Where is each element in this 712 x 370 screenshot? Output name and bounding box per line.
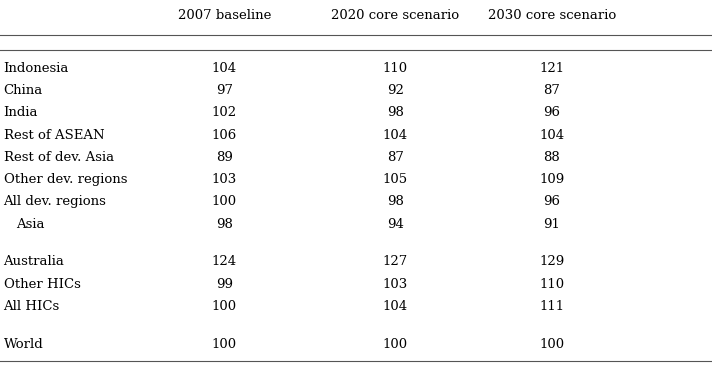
Text: Asia: Asia (16, 218, 44, 231)
Text: 129: 129 (539, 255, 565, 268)
Text: 124: 124 (211, 255, 237, 268)
Text: All HICs: All HICs (4, 300, 60, 313)
Text: 100: 100 (211, 300, 237, 313)
Text: 103: 103 (211, 173, 237, 186)
Text: 100: 100 (382, 337, 408, 351)
Text: 98: 98 (387, 195, 404, 208)
Text: 109: 109 (539, 173, 565, 186)
Text: World: World (4, 337, 43, 351)
Text: 100: 100 (211, 337, 237, 351)
Text: 98: 98 (387, 107, 404, 120)
Text: 103: 103 (382, 278, 408, 290)
Text: Australia: Australia (4, 255, 64, 268)
Text: 106: 106 (211, 129, 237, 142)
Text: Rest of ASEAN: Rest of ASEAN (4, 129, 104, 142)
Text: 88: 88 (543, 151, 560, 164)
Text: 104: 104 (382, 300, 408, 313)
Text: 100: 100 (539, 337, 565, 351)
Text: 94: 94 (387, 218, 404, 231)
Text: 87: 87 (387, 151, 404, 164)
Text: India: India (4, 107, 38, 120)
Text: China: China (4, 84, 43, 97)
Text: 92: 92 (387, 84, 404, 97)
Text: 111: 111 (539, 300, 565, 313)
Text: 87: 87 (543, 84, 560, 97)
Text: Indonesia: Indonesia (4, 62, 69, 75)
Text: Rest of dev. Asia: Rest of dev. Asia (4, 151, 114, 164)
Text: All dev. regions: All dev. regions (4, 195, 106, 208)
Text: 97: 97 (216, 84, 233, 97)
Text: 99: 99 (216, 278, 233, 290)
Text: 102: 102 (211, 107, 237, 120)
Text: 96: 96 (543, 195, 560, 208)
Text: 100: 100 (211, 195, 237, 208)
Text: 2020 core scenario: 2020 core scenario (331, 9, 459, 22)
Text: 110: 110 (539, 278, 565, 290)
Text: 127: 127 (382, 255, 408, 268)
Text: Other HICs: Other HICs (4, 278, 80, 290)
Text: 104: 104 (382, 129, 408, 142)
Text: 98: 98 (216, 218, 233, 231)
Text: 110: 110 (382, 62, 408, 75)
Text: 91: 91 (543, 218, 560, 231)
Text: 105: 105 (382, 173, 408, 186)
Text: 89: 89 (216, 151, 233, 164)
Text: 121: 121 (539, 62, 565, 75)
Text: 2007 baseline: 2007 baseline (177, 9, 271, 22)
Text: 2030 core scenario: 2030 core scenario (488, 9, 616, 22)
Text: 104: 104 (211, 62, 237, 75)
Text: 96: 96 (543, 107, 560, 120)
Text: Other dev. regions: Other dev. regions (4, 173, 127, 186)
Text: 104: 104 (539, 129, 565, 142)
